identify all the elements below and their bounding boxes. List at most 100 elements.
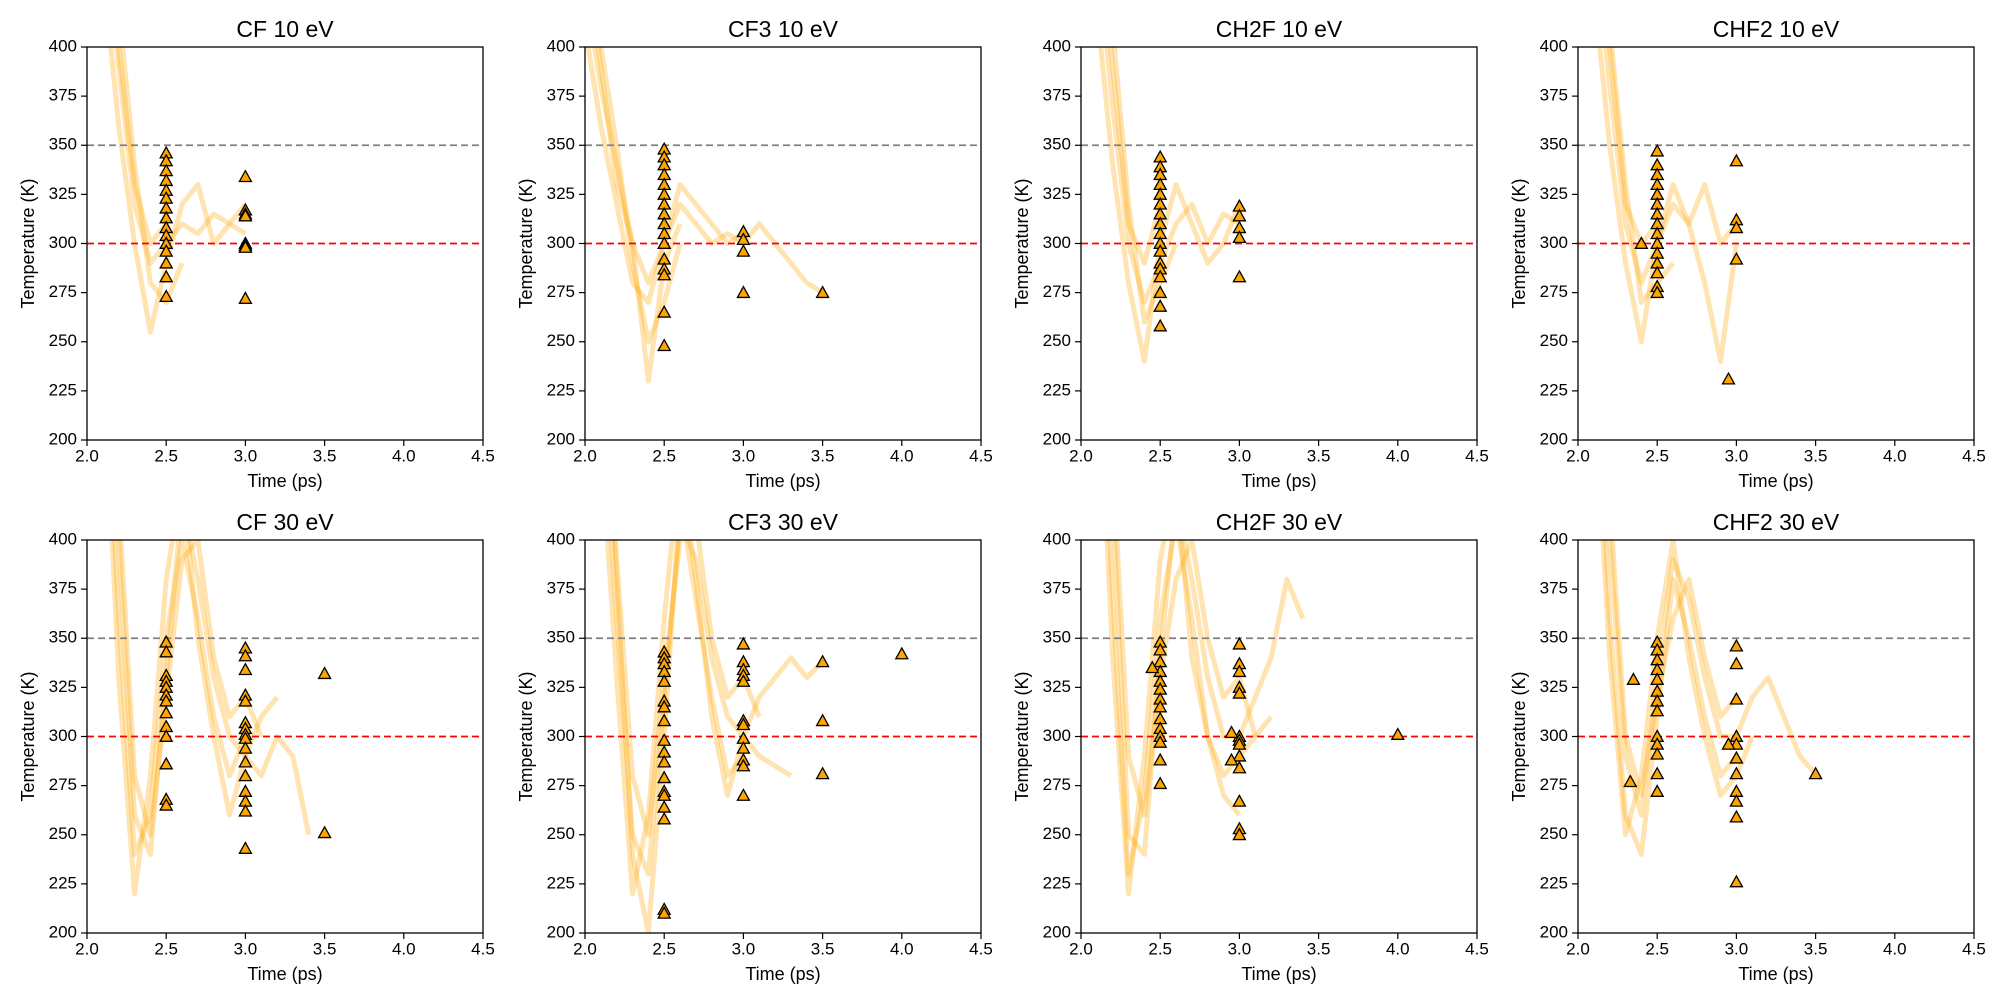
trace-line	[1107, 540, 1242, 877]
y-tick-label: 325	[1540, 677, 1568, 696]
marker	[736, 244, 751, 257]
marker	[1729, 251, 1744, 265]
marker	[657, 811, 672, 825]
panel: CH2F 10 eV Time (ps) Temperature (K) 2.0 2.5…	[1012, 16, 1489, 491]
x-tick-label: 2.0	[75, 446, 99, 465]
marker	[1729, 809, 1744, 823]
x-tick-label: 2.5	[154, 446, 178, 465]
marker	[736, 285, 751, 299]
trace-line	[608, 540, 825, 877]
y-tick-label: 250	[49, 824, 77, 843]
panel-title: CH2F 30 eV	[1216, 509, 1343, 535]
y-tick-label: 325	[49, 677, 77, 696]
y-tick-label: 325	[547, 184, 575, 203]
x-axis-label: Time (ps)	[247, 471, 322, 491]
marker	[1729, 691, 1744, 705]
marker	[657, 236, 672, 249]
y-tick-label: 300	[547, 726, 575, 745]
y-tick-label: 350	[49, 135, 77, 154]
y-tick-label: 275	[547, 775, 575, 794]
y-tick-label: 300	[547, 233, 575, 252]
y-tick-label: 250	[1043, 331, 1071, 350]
marker	[238, 169, 253, 183]
marker	[159, 289, 174, 303]
axes-frame	[86, 46, 484, 441]
axes-frame	[584, 46, 982, 441]
x-tick-label: 4.5	[969, 446, 993, 465]
marker	[159, 255, 174, 269]
trace-line	[604, 540, 793, 897]
marker	[1153, 299, 1168, 312]
marker	[1153, 285, 1168, 299]
marker	[1634, 236, 1649, 249]
x-tick-label: 2.5	[1148, 939, 1172, 958]
y-tick-label: 400	[1043, 36, 1071, 55]
marker	[238, 648, 253, 662]
y-tick-label: 350	[1540, 135, 1568, 154]
marker	[238, 803, 253, 817]
y-tick-label: 275	[1540, 282, 1568, 301]
y-tick-label: 375	[49, 86, 77, 105]
marker	[815, 285, 830, 299]
y-tick-label: 225	[1043, 380, 1071, 399]
y-tick-label: 275	[1540, 775, 1568, 794]
y-tick-label: 250	[49, 331, 77, 350]
marker	[1729, 656, 1744, 670]
x-tick-label: 4.5	[471, 939, 495, 958]
x-tick-label: 3.5	[313, 939, 337, 958]
x-tick-label: 3.0	[1228, 446, 1252, 465]
marker	[159, 269, 174, 283]
trace-line	[1607, 47, 1660, 246]
x-tick-label: 3.0	[234, 939, 258, 958]
marker	[1650, 746, 1665, 760]
traces	[585, 47, 824, 384]
marker	[238, 240, 253, 253]
y-tick-label: 375	[547, 579, 575, 598]
marker	[736, 674, 751, 687]
marker	[815, 766, 830, 780]
y-tick-label: 200	[547, 922, 575, 941]
axes-frame	[1080, 46, 1478, 441]
marker	[1650, 143, 1665, 157]
y-tick-label: 375	[1043, 86, 1071, 105]
x-tick-label: 2.5	[652, 446, 676, 465]
panel: CF 10 eV Time (ps) Temperature (K) 2.0 2.5 3.…	[18, 16, 495, 491]
y-tick-label: 400	[49, 36, 77, 55]
axes-frame	[1577, 46, 1975, 441]
y-tick-label: 325	[49, 184, 77, 203]
y-tick-label: 325	[1043, 184, 1071, 203]
panel-title: CF3 10 eV	[728, 16, 839, 42]
trace-line	[1600, 540, 1755, 838]
trace-line	[116, 47, 169, 246]
y-axis-label: Temperature (K)	[1012, 671, 1032, 801]
y-tick-label: 375	[1540, 86, 1568, 105]
x-tick-label: 3.0	[1725, 446, 1749, 465]
y-tick-label: 200	[1043, 429, 1071, 448]
y-axis-label: Temperature (K)	[18, 671, 38, 801]
x-tick-label: 4.0	[1386, 446, 1410, 465]
x-axis-label: Time (ps)	[1738, 964, 1813, 984]
marker	[238, 662, 253, 676]
x-tick-label: 2.5	[1148, 446, 1172, 465]
marker	[1721, 371, 1736, 385]
marker	[159, 705, 174, 719]
x-axis-label: Time (ps)	[1738, 471, 1813, 491]
marker	[1650, 766, 1665, 780]
axes-frame	[584, 539, 982, 934]
marker	[1729, 220, 1744, 234]
panel-title: CF3 30 eV	[728, 509, 839, 535]
marker	[736, 788, 751, 801]
x-tick-label: 2.0	[1566, 446, 1590, 465]
y-tick-label: 400	[1540, 529, 1568, 548]
x-tick-label: 4.5	[1962, 446, 1986, 465]
marker	[1808, 766, 1823, 780]
trace-line	[1111, 47, 1179, 325]
y-tick-label: 200	[49, 922, 77, 941]
panel-title: CF 10 eV	[236, 16, 334, 42]
y-axis-label: Temperature (K)	[516, 671, 536, 801]
marker	[657, 906, 672, 919]
y-tick-label: 400	[547, 529, 575, 548]
trace-line	[1112, 540, 1306, 857]
